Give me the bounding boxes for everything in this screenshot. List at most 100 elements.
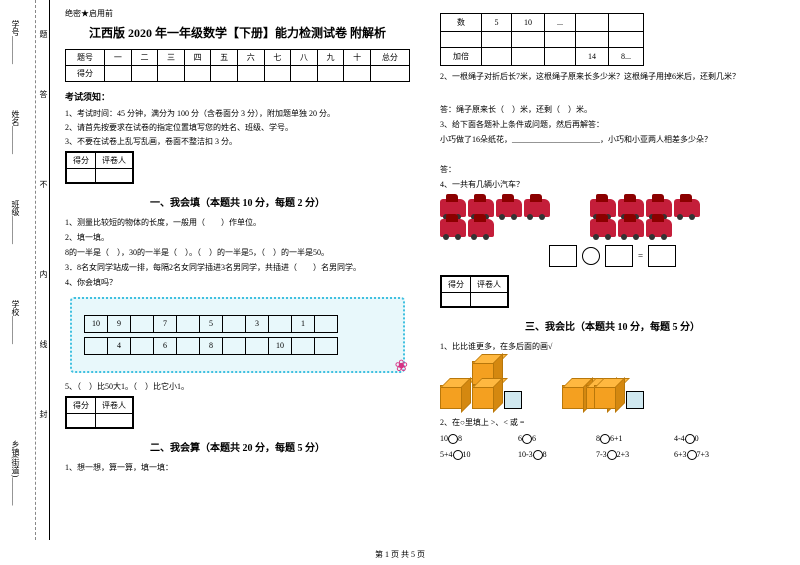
equals-sign: = bbox=[638, 251, 643, 261]
score-h-6: 六 bbox=[237, 50, 264, 66]
dt-r3c5: 14 bbox=[576, 48, 609, 66]
score-h-2: 二 bbox=[131, 50, 158, 66]
flower-icon: ❀ bbox=[395, 356, 408, 376]
nc bbox=[245, 337, 269, 355]
nc bbox=[176, 315, 200, 333]
car-icon bbox=[524, 199, 550, 217]
cmp-4: 5+410 bbox=[440, 450, 500, 460]
cube-icon bbox=[594, 385, 618, 409]
rc-q4: 4、一共有几辆小汽车？ bbox=[440, 179, 785, 191]
grader-box-2: 得分评卷人 bbox=[65, 396, 134, 429]
circle-icon bbox=[448, 434, 458, 444]
page-footer: 第 1 页 共 5 页 bbox=[0, 549, 800, 560]
grader-c2: 评卷人 bbox=[96, 152, 133, 168]
grader-c2: 评卷人 bbox=[96, 397, 133, 413]
nc bbox=[130, 337, 154, 355]
nc bbox=[291, 337, 315, 355]
s1-q1: 1、测量比较短的物体的长度，一般用（ ）作单位。 bbox=[65, 217, 410, 229]
cmp-0: 108 bbox=[440, 434, 500, 444]
car-icon bbox=[618, 219, 644, 237]
s1-q5: 5、（ ）比50大1。（ ）比它小1。 bbox=[65, 381, 410, 393]
score-h-10: 十 bbox=[344, 50, 371, 66]
dt-r1c6 bbox=[609, 14, 644, 32]
notice-2: 2、请首先按要求在试卷的指定位置填写您的姓名、班级、学号。 bbox=[65, 122, 410, 133]
cmp-3: 4-40 bbox=[674, 434, 734, 444]
content-area: 绝密★启用前 江西版 2020 年一年级数学【下册】能力检测试卷 附解析 题号 … bbox=[50, 0, 800, 540]
dt-r3c4 bbox=[545, 48, 576, 66]
s1-q3: 3．8名女同学站成一排，每隔2名女同学插进3名男同学，共插进（ ）名男同学。 bbox=[65, 262, 410, 274]
eq-op-circle bbox=[582, 247, 600, 265]
circle-icon bbox=[687, 450, 697, 460]
section3-title: 三、我会比（本题共 10 分，每题 5 分） bbox=[440, 318, 785, 333]
cube-icon bbox=[472, 385, 496, 409]
eq-box-1 bbox=[549, 245, 577, 267]
s3-q2: 2、在○里填上 >、< 或 = bbox=[440, 417, 785, 429]
nc bbox=[314, 337, 338, 355]
car-icon bbox=[674, 199, 700, 217]
dt-r3c6: 8... bbox=[609, 48, 644, 66]
rc-q2: 2、一根绳子对折后长7米，这根绳子原来长多少米？这根绳子用掉6米后，还剩几米？ bbox=[440, 71, 785, 83]
confidential-label: 绝密★启用前 bbox=[65, 8, 410, 19]
notice-3: 3、不要在试卷上乱写乱画，卷面不整洁扣 3 分。 bbox=[65, 136, 410, 147]
circle-icon bbox=[533, 450, 543, 460]
eq-box-2 bbox=[605, 245, 633, 267]
cube-group-left bbox=[440, 361, 522, 409]
cube-stack bbox=[472, 361, 496, 409]
nc: 9 bbox=[107, 315, 131, 333]
cut-char-1: 题 bbox=[38, 30, 49, 38]
score-h-0: 题号 bbox=[66, 50, 105, 66]
double-table: 数 5 10 ... 加倍 14 8... bbox=[440, 13, 644, 66]
cars-right bbox=[590, 199, 710, 237]
number-fill-box: 10 9 7 5 3 1 4 6 bbox=[70, 297, 405, 373]
s3-q1: 1、比比谁更多，在多后面的画√ bbox=[440, 341, 785, 353]
grader-box-1: 得分评卷人 bbox=[65, 151, 134, 184]
car-icon bbox=[440, 219, 466, 237]
cubes-row bbox=[440, 361, 785, 409]
rc-q3ans: 答： bbox=[440, 164, 785, 176]
margin-label-class: 班级_______ bbox=[10, 200, 21, 244]
margin-label-school: 学校_______ bbox=[10, 300, 21, 344]
circle-icon bbox=[607, 450, 617, 460]
dt-r1c2: 5 bbox=[482, 14, 512, 32]
num-row-1: 10 9 7 5 3 1 bbox=[84, 315, 391, 333]
nc bbox=[176, 337, 200, 355]
cut-char-5: 线 bbox=[38, 340, 49, 348]
section2-title: 二、我会算（本题共 20 分，每题 5 分） bbox=[65, 439, 410, 454]
num-row-2: 4 6 8 10 bbox=[84, 337, 391, 355]
cars-left bbox=[440, 199, 560, 237]
compare-grid: 108 66 86+1 4-40 5+410 10-38 7-32+3 6+37… bbox=[440, 434, 785, 460]
nc: 7 bbox=[153, 315, 177, 333]
circle-icon bbox=[453, 450, 463, 460]
circle-icon bbox=[600, 434, 610, 444]
score-h-5: 五 bbox=[211, 50, 238, 66]
score-h-1: 一 bbox=[105, 50, 132, 66]
nc: 3 bbox=[245, 315, 269, 333]
cube-group-right bbox=[562, 385, 644, 409]
nc: 10 bbox=[268, 337, 292, 355]
score-header-row: 题号 一 二 三 四 五 六 七 八 九 十 总分 bbox=[66, 50, 410, 66]
cmp-5: 10-38 bbox=[518, 450, 578, 460]
exam-title: 江西版 2020 年一年级数学【下册】能力检测试卷 附解析 bbox=[65, 24, 410, 41]
dt-r3c2 bbox=[482, 48, 512, 66]
circle-icon bbox=[522, 434, 532, 444]
dt-r1c5 bbox=[576, 14, 609, 32]
page-container: 学号_______ 姓名_______ 班级_______ 学校_______ … bbox=[0, 0, 800, 540]
car-icon bbox=[646, 219, 672, 237]
rc-q3: 3、给下面各题补上条件或问题，然后再解答： bbox=[440, 119, 785, 131]
nc bbox=[84, 337, 108, 355]
car-icon bbox=[468, 219, 494, 237]
cut-char-3: 不 bbox=[38, 180, 49, 188]
dt-r3c1: 加倍 bbox=[441, 48, 482, 66]
dt-r3c3 bbox=[512, 48, 545, 66]
notice-title: 考试须知： bbox=[65, 90, 410, 103]
score-h-9: 九 bbox=[317, 50, 344, 66]
dashed-line bbox=[35, 0, 36, 540]
grader-c1: 得分 bbox=[67, 152, 96, 168]
score-h-3: 三 bbox=[158, 50, 185, 66]
dt-r1c3: 10 bbox=[512, 14, 545, 32]
dt-r1c1: 数 bbox=[441, 14, 482, 32]
cut-char-2: 答 bbox=[38, 90, 49, 98]
nc bbox=[222, 337, 246, 355]
grader-c1: 得分 bbox=[67, 397, 96, 413]
nc: 10 bbox=[84, 315, 108, 333]
